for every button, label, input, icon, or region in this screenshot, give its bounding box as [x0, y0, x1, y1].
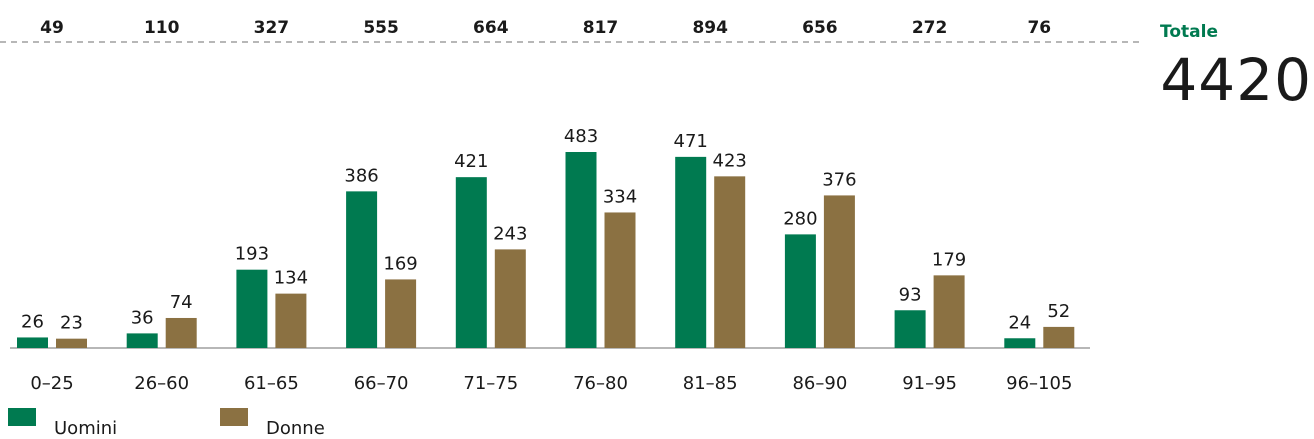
bar-men: [236, 269, 268, 348]
category-label: 0–25: [30, 373, 73, 394]
data-label-women: 179: [932, 249, 966, 270]
category-label: 81–85: [683, 373, 738, 394]
bar-men: [565, 152, 597, 348]
category-label: 76–80: [573, 373, 628, 394]
category-label: 61–65: [244, 373, 299, 394]
data-label-women: 243: [493, 223, 527, 244]
bar-women: [275, 293, 307, 348]
category-label: 26–60: [134, 373, 189, 394]
total-label: 656: [802, 18, 838, 38]
bar-men: [894, 310, 926, 348]
data-label-men: 280: [783, 208, 817, 229]
bar-women: [385, 279, 417, 348]
data-label-women: 74: [170, 292, 193, 313]
total-label: 272: [912, 18, 948, 38]
bar-men: [126, 333, 158, 348]
data-label-women: 169: [383, 253, 417, 274]
total-label: 327: [254, 18, 290, 38]
legend-label-women: Donne: [266, 418, 325, 439]
data-label-women: 134: [274, 268, 308, 289]
bar-women: [494, 249, 526, 348]
bar-men: [455, 177, 487, 348]
bar-men: [1004, 338, 1036, 348]
bar-women: [933, 275, 965, 348]
bar-women: [165, 317, 197, 348]
category-label: 91–95: [902, 373, 957, 394]
bar-men: [675, 156, 707, 348]
data-label-men: 471: [674, 131, 708, 152]
bar-men: [784, 234, 816, 348]
data-label-women: 376: [822, 169, 856, 190]
total-label: 894: [692, 18, 728, 38]
data-label-women: 52: [1047, 301, 1070, 322]
bar-women: [1043, 326, 1075, 348]
data-label-men: 193: [235, 244, 269, 265]
legend-swatch-women: [220, 408, 248, 426]
category-label: 66–70: [354, 373, 409, 394]
category-label: 96–105: [1006, 373, 1072, 394]
data-label-women: 23: [60, 313, 83, 334]
total-label: 76: [1027, 18, 1051, 38]
data-label-men: 26: [21, 311, 44, 332]
data-label-men: 93: [899, 284, 922, 305]
legend-swatch-men: [8, 408, 36, 426]
total-label: 664: [473, 18, 509, 38]
bar-women: [714, 176, 746, 348]
data-label-men: 421: [454, 151, 488, 172]
bar-men: [17, 337, 48, 348]
total-label: 555: [363, 18, 399, 38]
total-label: 817: [583, 18, 619, 38]
data-label-women: 334: [603, 186, 637, 207]
bar-men: [346, 191, 378, 348]
data-label-men: 36: [131, 307, 154, 328]
data-label-men: 483: [564, 126, 598, 147]
total-label: 49: [40, 18, 64, 38]
legend-label-men: Uomini: [54, 418, 118, 439]
data-label-men: 386: [344, 165, 378, 186]
category-label: 86–90: [792, 373, 847, 394]
bar-women: [823, 195, 855, 348]
bar-women: [56, 338, 87, 348]
data-label-women: 423: [713, 150, 747, 171]
data-label-men: 24: [1008, 312, 1031, 333]
grand-total-label: Totale: [1160, 22, 1218, 42]
total-label: 110: [144, 18, 180, 38]
category-label: 71–75: [463, 373, 518, 394]
bar-women: [604, 212, 636, 348]
grand-total-value: 4420: [1160, 46, 1312, 114]
